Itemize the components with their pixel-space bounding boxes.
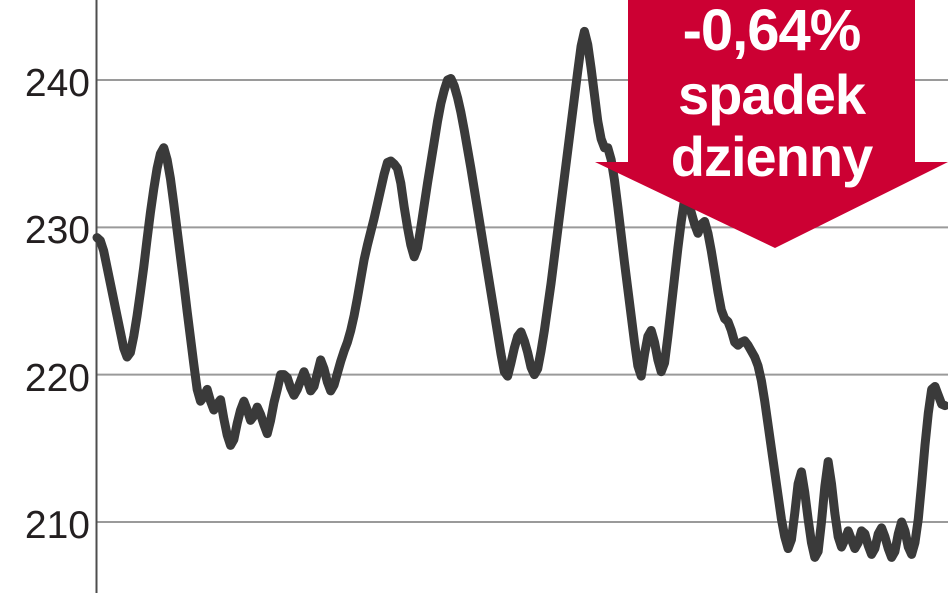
callout-word-dzienny: dzienny (670, 125, 873, 188)
callout-percent: -0,64% (682, 0, 862, 63)
y-tick-label-240: 240 (24, 62, 90, 105)
callout-arrow-shape (595, 0, 948, 248)
callout-text-block: -0,64% spadek dzienny (595, 0, 948, 196)
y-tick-label-210: 210 (24, 504, 90, 547)
price-line (92, 26, 948, 562)
callout-word-spadek: spadek (678, 63, 866, 126)
y-tick-label-220: 220 (24, 357, 90, 400)
daily-change-callout[interactable]: -0,64% spadek dzienny (595, 0, 948, 248)
y-tick-label-230: 230 (24, 209, 90, 252)
